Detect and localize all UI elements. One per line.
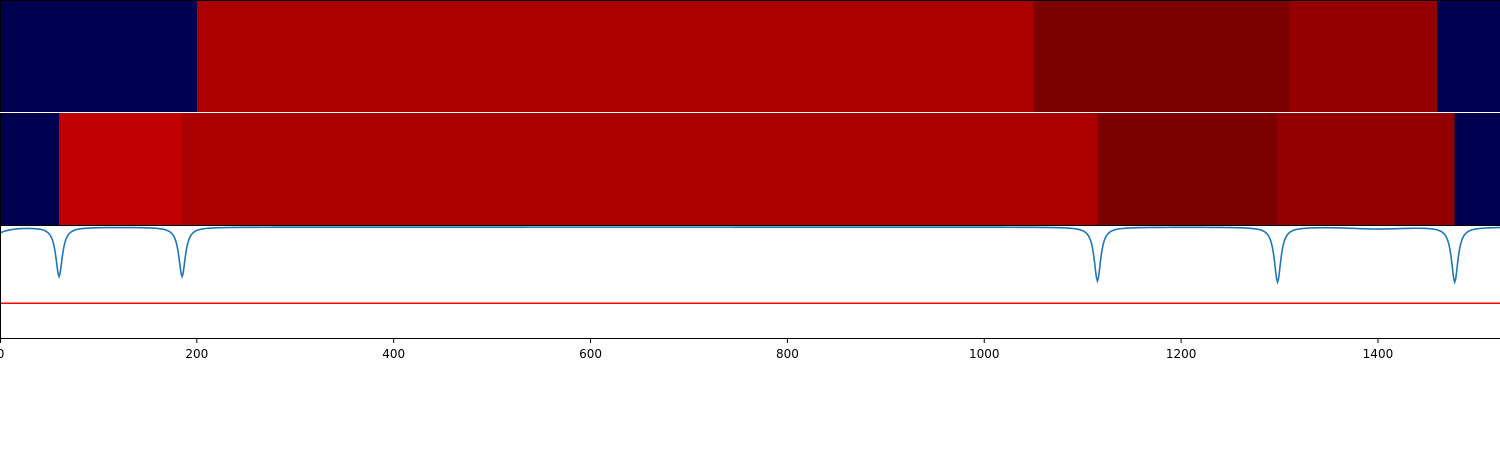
heatmap-segment (0, 1, 197, 112)
heatmap-segment (1437, 1, 1500, 112)
heatmap-segment (1033, 1, 1290, 112)
heatmap-segment (0, 113, 60, 225)
x-tick-label: 200 (185, 347, 208, 361)
x-axis: 0 200 400 600 800 1000 1200 1400 (0, 338, 1393, 361)
x-tick-label: 400 (382, 347, 405, 361)
heatmap-segment (59, 113, 183, 225)
heatmap-segment (1289, 1, 1438, 112)
middle-heatmap-panel (0, 113, 1500, 225)
x-tick-label: 800 (776, 347, 799, 361)
x-tick-label: 1200 (1166, 347, 1197, 361)
top-heatmap-panel (0, 1, 1500, 112)
heatmap-segment (1277, 113, 1455, 225)
heatmap-segment (196, 1, 1034, 112)
heatmap-segment (1454, 113, 1500, 225)
x-tick-label: 0 (0, 347, 4, 361)
x-tick-label: 600 (579, 347, 602, 361)
x-tick-label: 1000 (969, 347, 1000, 361)
heatmap-segment (182, 113, 1098, 225)
series-line (0, 226, 1500, 285)
line-plot-panel (0, 0, 1500, 339)
x-tick-label: 1400 (1363, 347, 1394, 361)
heatmap-segment (1097, 113, 1278, 225)
